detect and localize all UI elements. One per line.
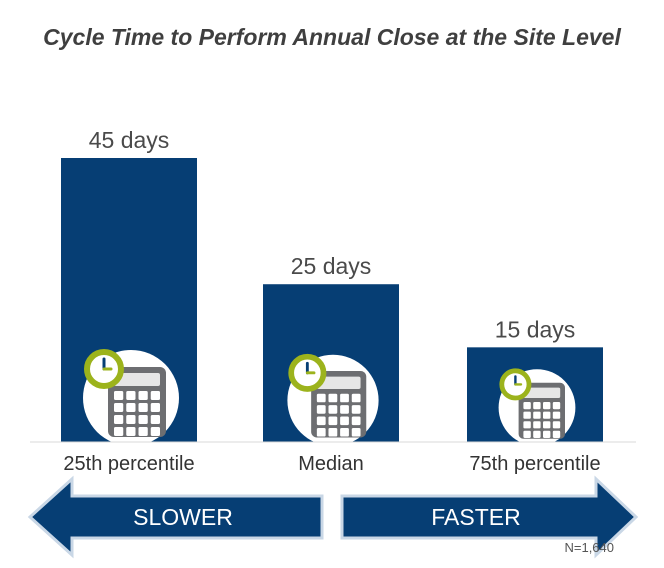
calculator-key — [150, 391, 160, 400]
calculator-clock-icon — [287, 353, 379, 446]
calculator-key — [138, 427, 148, 436]
calculator-key — [138, 391, 148, 400]
value-label-3: 15 days — [495, 316, 576, 342]
calculator-key — [126, 427, 136, 436]
value-label-2: 25 days — [291, 253, 372, 279]
calculator-key — [150, 427, 160, 436]
calculator-key — [316, 393, 326, 403]
calculator-key — [328, 427, 338, 437]
calculator-key — [351, 427, 361, 437]
calculator-key — [533, 421, 541, 429]
calculator-display — [523, 387, 561, 398]
slower-arrow: SLOWER — [27, 475, 324, 559]
calculator-clock-icon — [83, 349, 179, 446]
calculator-clock-icon — [498, 368, 576, 446]
faster-arrow-shape — [340, 475, 639, 559]
value-label-1: 45 days — [89, 127, 170, 153]
calculator-key — [114, 391, 124, 400]
calculator-key — [523, 430, 531, 438]
calculator-key — [533, 430, 541, 438]
sample-size-note: N=1,640 — [564, 540, 614, 555]
calculator-key — [126, 415, 136, 424]
chart-title: Cycle Time to Perform Annual Close at th… — [43, 24, 621, 50]
calculator-key — [340, 393, 349, 403]
calculator-key — [316, 405, 326, 414]
calculator-key — [351, 393, 361, 403]
calculator-key — [138, 403, 148, 412]
calculator-key — [340, 405, 349, 414]
calculator-key — [114, 427, 124, 436]
calculator-key — [351, 416, 361, 426]
calculator-key — [328, 393, 338, 403]
calculator-key — [114, 403, 124, 412]
calculator-key — [340, 416, 349, 426]
calculator-key — [533, 402, 541, 410]
slower-label: SLOWER — [133, 504, 233, 530]
bars-layer: 45 days 25th percentile 25 days Median 15 da… — [61, 127, 603, 475]
calculator-key — [523, 421, 531, 429]
calculator-display — [114, 373, 160, 386]
calculator-key — [150, 403, 160, 412]
calculator-key — [523, 411, 531, 419]
faster-arrow: FASTER — [340, 475, 639, 559]
calculator-key — [126, 403, 136, 412]
category-label-3: 75th percentile — [469, 453, 600, 475]
calculator-key — [543, 402, 551, 410]
category-label-2: Median — [298, 453, 364, 475]
calculator-key — [316, 416, 326, 426]
calculator-key — [552, 430, 561, 438]
slower-arrow-shape — [27, 475, 324, 559]
calculator-key — [150, 415, 160, 424]
calculator-key — [340, 427, 349, 437]
calculator-key — [543, 421, 551, 429]
calculator-key — [351, 405, 361, 414]
calculator-key — [552, 411, 561, 419]
calculator-key — [552, 402, 561, 410]
calculator-key — [552, 421, 561, 429]
calculator-key — [533, 411, 541, 419]
calculator-key — [543, 430, 551, 438]
calculator-key — [138, 415, 148, 424]
calculator-display — [316, 376, 361, 389]
calculator-key — [328, 416, 338, 426]
calculator-key — [328, 405, 338, 414]
calculator-key — [543, 411, 551, 419]
calculator-key — [523, 402, 531, 410]
calculator-key — [316, 427, 326, 437]
calculator-key — [114, 415, 124, 424]
category-label-1: 25th percentile — [63, 453, 194, 475]
calculator-key — [126, 391, 136, 400]
faster-label: FASTER — [431, 504, 520, 530]
